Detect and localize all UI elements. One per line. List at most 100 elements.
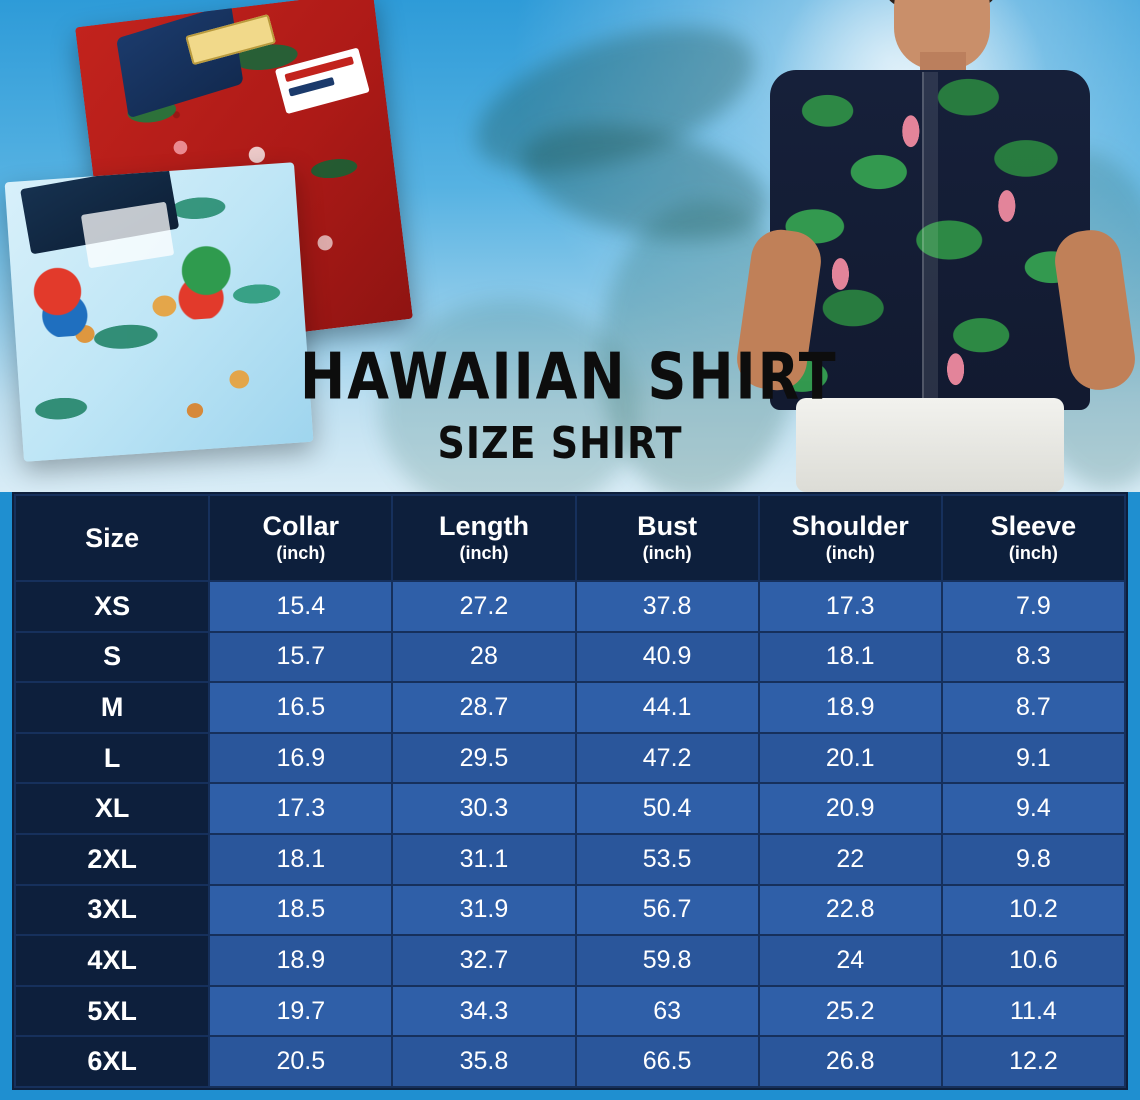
table-row: 6XL 20.5 35.8 66.5 26.8 12.2 — [13, 1035, 1127, 1088]
cell-collar: 15.4 — [208, 580, 394, 633]
cell-shoulder: 25.2 — [757, 984, 943, 1038]
hero-banner: HAWAIIAN SHIRT SIZE SHIRT — [0, 0, 1140, 492]
column-header-label: Collar — [262, 511, 340, 542]
cell-shoulder: 22 — [757, 832, 943, 886]
cell-size: 6XL — [13, 1035, 211, 1088]
column-header-unit: (inch) — [642, 542, 692, 563]
cell-size: M — [13, 681, 211, 734]
column-header-unit: (inch) — [276, 542, 326, 563]
table-row: L 16.9 29.5 47.2 20.1 9.1 — [13, 731, 1127, 785]
cell-size: L — [13, 731, 211, 785]
cell-shoulder: 20.9 — [757, 782, 943, 835]
cell-length: 32.7 — [391, 934, 577, 987]
cell-shoulder: 26.8 — [757, 1035, 943, 1088]
cell-collar: 16.9 — [208, 731, 394, 785]
size-chart-table: Size Collar (inch) Length (inch) Bust (i… — [13, 494, 1127, 1088]
column-header-size: Size — [13, 494, 211, 582]
page-subtitle: SIZE SHIRT — [437, 417, 683, 469]
size-chart-table-container: Size Collar (inch) Length (inch) Bust (i… — [12, 492, 1128, 1090]
table-row: XL 17.3 30.3 50.4 20.9 9.4 — [13, 782, 1127, 835]
cell-bust: 59.8 — [574, 934, 760, 987]
parrot-print-icon — [169, 236, 245, 321]
table-row: 5XL 19.7 34.3 63 25.2 11.4 — [13, 984, 1127, 1038]
cell-length: 30.3 — [391, 782, 577, 835]
column-header-label: Bust — [637, 511, 698, 542]
cell-collar: 19.7 — [208, 984, 394, 1038]
cell-bust: 50.4 — [574, 782, 760, 835]
cell-size: XS — [13, 580, 211, 633]
shirt-collar — [116, 3, 244, 119]
table-row: XS 15.4 27.2 37.8 17.3 7.9 — [13, 580, 1127, 633]
table-header: Size Collar (inch) Length (inch) Bust (i… — [13, 494, 1127, 582]
table-header-row: Size Collar (inch) Length (inch) Bust (i… — [13, 494, 1127, 582]
cell-sleeve: 11.4 — [940, 984, 1127, 1038]
title-block: HAWAIIAN SHIRT SIZE SHIRT — [300, 339, 838, 469]
table-row: S 15.7 28 40.9 18.1 8.3 — [13, 630, 1127, 684]
cell-bust: 47.2 — [574, 731, 760, 785]
page-title: HAWAIIAN SHIRT — [300, 339, 838, 414]
column-header-bust: Bust (inch) — [574, 494, 760, 582]
cell-sleeve: 12.2 — [940, 1035, 1127, 1088]
cell-collar: 16.5 — [208, 681, 394, 734]
table-row: 3XL 18.5 31.9 56.7 22.8 10.2 — [13, 883, 1127, 937]
cell-sleeve: 10.2 — [940, 883, 1127, 937]
cell-size: 3XL — [13, 883, 211, 937]
worn-hawaiian-shirt-image — [770, 70, 1090, 410]
cell-shoulder: 18.1 — [757, 630, 943, 684]
model-shorts — [796, 398, 1064, 492]
cell-length: 31.9 — [391, 883, 577, 937]
cell-length: 31.1 — [391, 832, 577, 886]
column-header-label: Length — [438, 511, 529, 542]
column-header-length: Length (inch) — [391, 494, 577, 582]
column-header-unit: (inch) — [1008, 542, 1058, 563]
cell-bust: 56.7 — [574, 883, 760, 937]
cell-size: 2XL — [13, 832, 211, 886]
cell-length: 29.5 — [391, 731, 577, 785]
cell-sleeve: 9.8 — [940, 832, 1127, 886]
column-header-sleeve: Sleeve (inch) — [940, 494, 1127, 582]
cell-sleeve: 7.9 — [940, 580, 1127, 633]
column-header-shoulder: Shoulder (inch) — [757, 494, 943, 582]
blue-hawaiian-shirt-image — [4, 162, 314, 462]
cell-length: 28 — [391, 630, 577, 684]
cell-bust: 53.5 — [574, 832, 760, 886]
shirt-button-placket — [922, 72, 938, 402]
cell-bust: 44.1 — [574, 681, 760, 734]
cell-shoulder: 20.1 — [757, 731, 943, 785]
cell-size: S — [13, 630, 211, 684]
cell-bust: 63 — [574, 984, 760, 1038]
table-row: M 16.5 28.7 44.1 18.9 8.7 — [13, 681, 1127, 734]
parrot-print-icon — [30, 264, 92, 339]
table-row: 2XL 18.1 31.1 53.5 22 9.8 — [13, 832, 1127, 886]
palm-leaf-icon — [380, 300, 640, 492]
cell-size: 5XL — [13, 984, 211, 1038]
cell-length: 35.8 — [391, 1035, 577, 1088]
hang-tag — [274, 47, 370, 115]
cell-sleeve: 9.4 — [940, 782, 1127, 835]
model-photo — [726, 0, 1140, 492]
cell-bust: 40.9 — [574, 630, 760, 684]
column-header-label: Sleeve — [990, 511, 1077, 542]
cell-bust: 37.8 — [574, 580, 760, 633]
cell-sleeve: 8.7 — [940, 681, 1127, 734]
cell-sleeve: 8.3 — [940, 630, 1127, 684]
cell-size: XL — [13, 782, 211, 835]
cell-length: 27.2 — [391, 580, 577, 633]
cell-bust: 66.5 — [574, 1035, 760, 1088]
cell-collar: 18.1 — [208, 832, 394, 886]
cell-shoulder: 17.3 — [757, 580, 943, 633]
column-header-label: Shoulder — [791, 511, 909, 542]
cell-shoulder: 22.8 — [757, 883, 943, 937]
column-header-unit: (inch) — [459, 542, 509, 563]
column-header-unit: (inch) — [825, 542, 875, 563]
cell-size: 4XL — [13, 934, 211, 987]
cell-length: 34.3 — [391, 984, 577, 1038]
cell-length: 28.7 — [391, 681, 577, 734]
cell-sleeve: 10.6 — [940, 934, 1127, 987]
cell-collar: 18.9 — [208, 934, 394, 987]
column-header-collar: Collar (inch) — [208, 494, 394, 582]
cell-shoulder: 18.9 — [757, 681, 943, 734]
cell-collar: 20.5 — [208, 1035, 394, 1088]
cell-sleeve: 9.1 — [940, 731, 1127, 785]
